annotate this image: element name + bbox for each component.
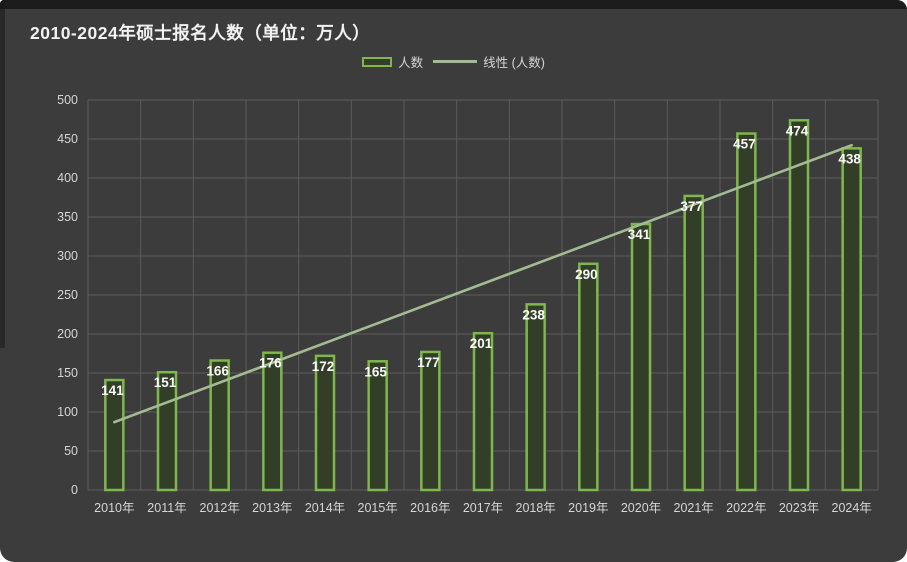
x-axis-tick-label: 2016年 — [410, 501, 450, 515]
y-axis-tick-label: 450 — [57, 132, 78, 146]
legend-item-bar-series: 人数 — [362, 52, 423, 71]
y-axis-tick-label: 150 — [57, 366, 78, 380]
y-axis-tick-label: 200 — [57, 327, 78, 341]
bar-2010年 — [104, 378, 125, 492]
bar-value-label: 438 — [838, 151, 861, 166]
x-axis-tick-label: 2022年 — [726, 501, 766, 515]
bar-2021年 — [683, 194, 704, 492]
bar-value-label: 151 — [154, 375, 177, 390]
legend-item-trend-series: 线性 (人数) — [433, 52, 545, 71]
trend-series-swatch-icon — [433, 60, 478, 63]
chart-title: 2010-2024年硕士报名人数（单位：万人） — [30, 23, 371, 43]
bar-value-label: 177 — [417, 355, 440, 370]
y-axis-tick-label: 50 — [64, 444, 78, 458]
bar-2022年 — [736, 132, 757, 492]
card-left-edge — [0, 0, 5, 349]
y-axis-tick-label: 250 — [57, 288, 78, 302]
x-axis-tick-label: 2017年 — [463, 501, 503, 515]
y-axis-tick-label: 400 — [57, 171, 78, 185]
bar-value-label: 176 — [259, 356, 282, 371]
bar-value-label: 474 — [786, 123, 809, 138]
bar-value-label: 457 — [733, 137, 756, 152]
x-axis-tick-label: 2013年 — [252, 501, 292, 515]
x-axis-tick-label: 2024年 — [832, 501, 872, 515]
y-axis-tick-label: 300 — [57, 249, 78, 263]
bar-2017年 — [472, 331, 494, 492]
y-axis-tick-label: 100 — [57, 405, 78, 419]
y-axis-tick-label: 500 — [57, 93, 78, 107]
card-top-edge — [0, 0, 907, 9]
bar-2016年 — [420, 350, 441, 492]
x-axis-tick-label: 2011年 — [147, 501, 186, 515]
legend-label-trend-series: 线性 (人数) — [483, 56, 545, 70]
x-axis-tick-label: 2010年 — [94, 501, 134, 515]
chart-legend: 人数 线性 (人数) — [0, 52, 907, 71]
bar-value-label: 377 — [680, 199, 703, 214]
bar-value-label: 341 — [628, 227, 651, 242]
bar-2019年 — [578, 262, 599, 492]
bar-value-label: 141 — [101, 383, 124, 398]
x-axis-tick-label: 2021年 — [674, 501, 714, 515]
bar-2012年 — [209, 359, 230, 492]
trend-line — [113, 143, 853, 424]
bar-value-label: 238 — [522, 307, 545, 322]
bar-value-label: 165 — [364, 364, 387, 379]
bar-series-swatch-icon — [362, 56, 393, 67]
bar-value-label: 166 — [206, 364, 229, 379]
bar-2013年 — [262, 351, 283, 492]
y-axis-tick-label: 0 — [71, 483, 78, 497]
x-axis-tick-label: 2020年 — [621, 501, 661, 515]
x-axis-tick-label: 2014年 — [305, 501, 345, 515]
y-axis-tick-label: 350 — [57, 210, 78, 224]
bar-2014年 — [314, 354, 336, 492]
x-axis-tick-label: 2023年 — [779, 501, 819, 515]
bar-2024年 — [841, 147, 862, 492]
x-axis-tick-label: 2018年 — [516, 501, 556, 515]
bar-2023年 — [788, 119, 810, 492]
x-axis-tick-label: 2015年 — [358, 501, 398, 515]
legend-label-bar-series: 人数 — [398, 56, 424, 70]
bar-2020年 — [630, 222, 652, 492]
bar-2015年 — [367, 360, 388, 492]
bar-value-label: 290 — [575, 267, 598, 282]
bar-value-label: 172 — [312, 359, 335, 374]
x-axis-tick-label: 2019年 — [568, 501, 608, 515]
bar-value-label: 201 — [470, 336, 493, 351]
x-axis-tick-label: 2012年 — [200, 501, 240, 515]
bar-2018年 — [525, 303, 546, 492]
